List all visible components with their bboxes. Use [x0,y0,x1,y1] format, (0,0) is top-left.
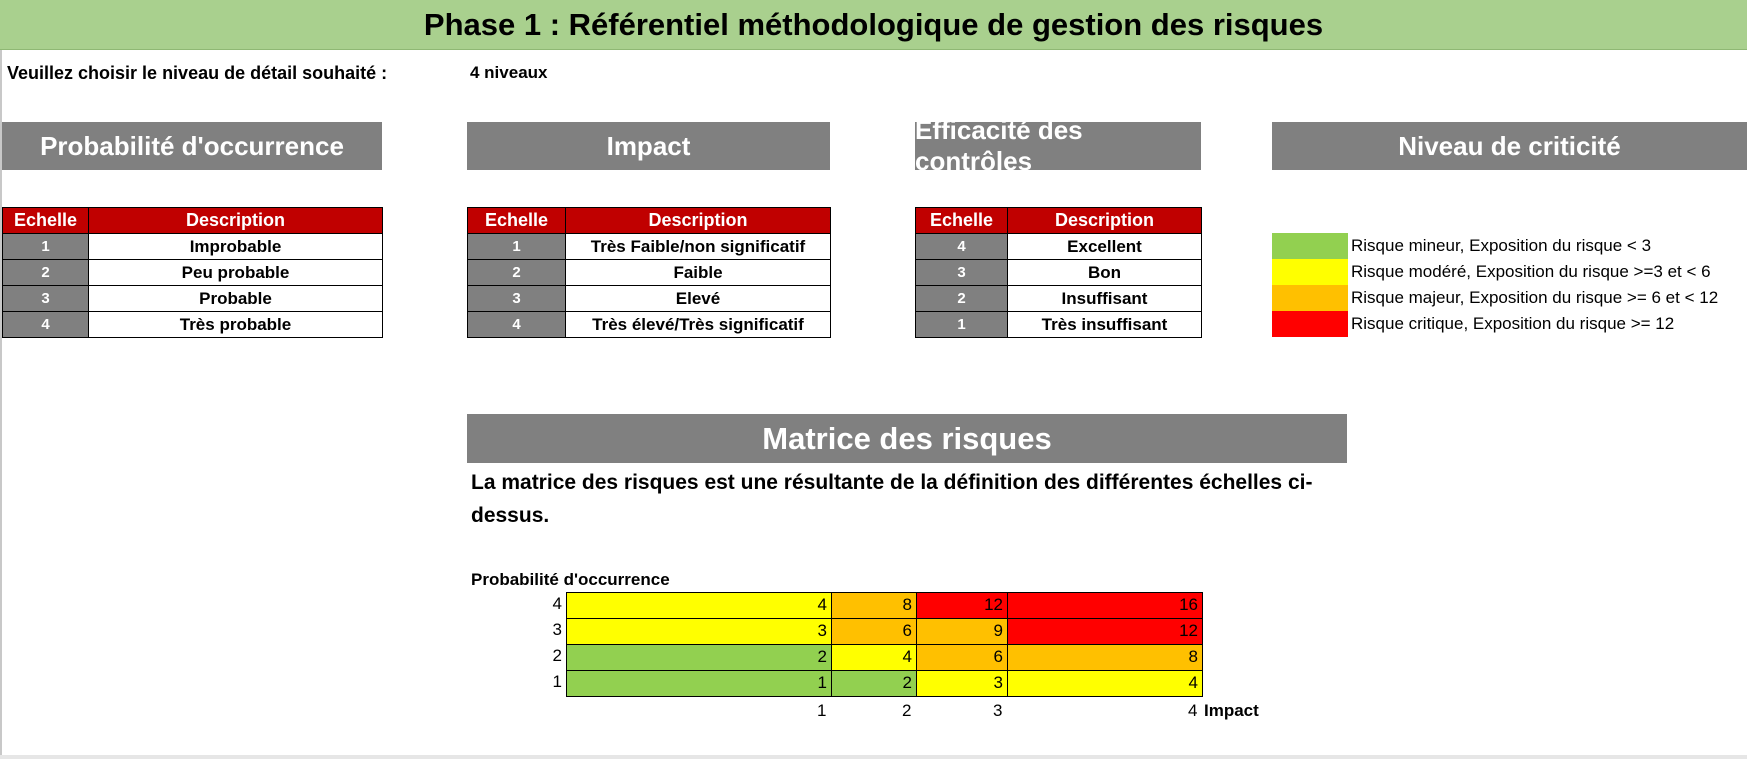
scale-cell[interactable]: 2 [2,259,89,286]
description-cell[interactable]: Faible [565,259,831,286]
matrix-x-axis-title: Impact [1204,701,1259,720]
matrix-header: Matrice des risques [467,414,1347,463]
description-cell[interactable]: Très insuffisant [1007,311,1202,338]
matrix-cell[interactable]: 2 [831,670,917,697]
sheet-left-border [0,0,2,759]
scale-cell[interactable]: 3 [467,285,566,312]
description-cell[interactable]: Elevé [565,285,831,312]
table-row: 2 Peu probable [2,259,383,286]
col-description: Description [1007,207,1202,234]
impact-header: Impact [467,122,830,170]
matrix-y-label: 4 [552,594,562,613]
scale-cell[interactable]: 4 [915,233,1008,260]
table-row: 3 Bon [915,259,1202,286]
matrix-x-label: 4 [1188,701,1198,720]
legend-text: Risque majeur, Exposition du risque >= 6… [1351,288,1719,307]
legend-text: Risque mineur, Exposition du risque < 3 [1351,236,1652,255]
matrix-cell[interactable]: 2 [566,644,832,671]
matrix-cell[interactable]: 6 [831,618,917,645]
scale-cell[interactable]: 3 [2,285,89,312]
matrix-cell[interactable]: 12 [916,592,1008,619]
matrix-x-label: 1 [817,701,827,720]
col-description: Description [565,207,831,234]
matrix-cell[interactable]: 12 [1007,618,1203,645]
table-row: 1 Très Faible/non significatif [467,233,831,260]
controls-header: Efficacité des contrôles [915,115,1201,176]
scale-cell[interactable]: 1 [915,311,1008,338]
matrix-cell[interactable]: 8 [1007,644,1203,671]
scale-cell[interactable]: 2 [915,285,1008,312]
sheet-tab-bar [0,755,1747,759]
table-row: 1 Très insuffisant [915,311,1202,338]
col-echelle: Echelle [915,207,1008,234]
scale-cell[interactable]: 3 [915,259,1008,286]
matrix-x-label: 3 [993,701,1003,720]
matrix-y-label: 1 [552,672,562,691]
description-cell[interactable]: Très élevé/Très significatif [565,311,831,338]
description-cell[interactable]: Excellent [1007,233,1202,260]
page-title: Phase 1 : Référentiel méthodologique de … [0,0,1747,50]
probability-table: Echelle Description 1 Improbable 2 Peu pro… [2,207,383,338]
description-cell[interactable]: Très probable [88,311,383,338]
description-cell[interactable]: Probable [88,285,383,312]
table-row: 4 Excellent [915,233,1202,260]
col-echelle: Echelle [467,207,566,234]
description-cell[interactable]: Improbable [88,233,383,260]
legend-swatch[interactable] [1272,259,1348,285]
scale-cell[interactable]: 2 [467,259,566,286]
matrix-y-label: 2 [552,646,562,665]
matrix-cell[interactable]: 4 [831,644,917,671]
legend-text: Risque critique, Exposition du risque >=… [1351,314,1675,333]
matrix-cell[interactable]: 16 [1007,592,1203,619]
matrix-note: La matrice des risques est une résultant… [471,471,1313,527]
probability-header: Probabilité d'occurrence [2,122,382,170]
matrix-cell[interactable]: 9 [916,618,1008,645]
table-row: 4 Très élevé/Très significatif [467,311,831,338]
table-row: 2 Faible [467,259,831,286]
matrix-cell[interactable]: 3 [916,670,1008,697]
scale-cell[interactable]: 1 [2,233,89,260]
matrix-cell[interactable]: 1 [566,670,832,697]
table-row: 1 Improbable [2,233,383,260]
criticality-header: Niveau de criticité [1272,122,1747,170]
scale-cell[interactable]: 4 [467,311,566,338]
scale-cell[interactable]: 4 [2,311,89,338]
matrix-cell[interactable]: 4 [566,592,832,619]
legend-text: Risque modéré, Exposition du risque >=3 … [1351,262,1711,281]
legend-swatch[interactable] [1272,311,1348,337]
legend-swatch[interactable] [1272,233,1348,259]
description-cell[interactable]: Bon [1007,259,1202,286]
detail-level-select[interactable]: 4 niveaux [470,63,548,82]
col-description: Description [88,207,383,234]
controls-table: Echelle Description 4 Excellent 3 Bon 2 Ins… [915,207,1202,338]
table-row: 3 Elevé [467,285,831,312]
table-row: 3 Probable [2,285,383,312]
detail-level-label: Veuillez choisir le niveau de détail sou… [7,63,388,83]
matrix-cell[interactable]: 8 [831,592,917,619]
matrix-y-axis-title: Probabilité d'occurrence [471,570,670,589]
matrix-cell[interactable]: 6 [916,644,1008,671]
description-cell[interactable]: Très Faible/non significatif [565,233,831,260]
description-cell[interactable]: Peu probable [88,259,383,286]
matrix-cell[interactable]: 3 [566,618,832,645]
matrix-y-label: 3 [552,620,562,639]
table-row: 4 Très probable [2,311,383,338]
legend-swatch[interactable] [1272,285,1348,311]
table-row: 2 Insuffisant [915,285,1202,312]
matrix-x-label: 2 [902,701,912,720]
description-cell[interactable]: Insuffisant [1007,285,1202,312]
scale-cell[interactable]: 1 [467,233,566,260]
matrix-cell[interactable]: 4 [1007,670,1203,697]
col-echelle: Echelle [2,207,89,234]
impact-table: Echelle Description 1 Très Faible/non sig… [467,207,831,338]
